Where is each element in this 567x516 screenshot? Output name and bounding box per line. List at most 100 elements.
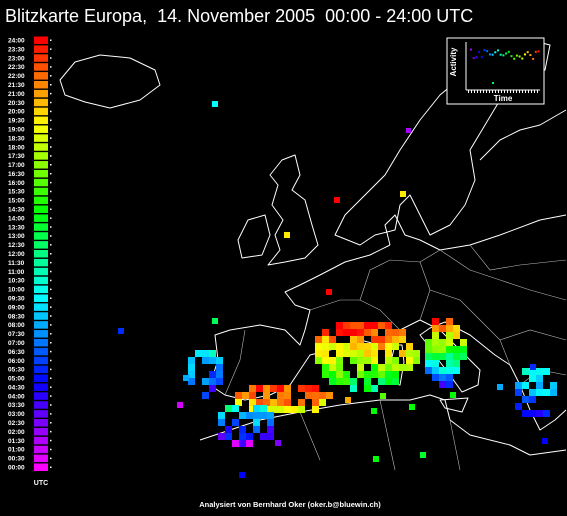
strike [371, 322, 378, 329]
legend-label: 06:00 [8, 358, 25, 365]
activity-tick [492, 90, 493, 93]
legend-swatch [34, 330, 48, 338]
strike [392, 343, 399, 350]
strike [329, 364, 336, 371]
strike [336, 343, 343, 350]
strike [550, 389, 557, 396]
activity-tick [513, 90, 514, 93]
strike [371, 350, 378, 357]
activity-dot [510, 55, 513, 58]
legend-label: 16:00 [8, 180, 25, 187]
strike [235, 399, 242, 406]
legend-swatch [34, 45, 48, 53]
strike [453, 360, 460, 367]
strike [446, 353, 453, 360]
activity-dot [475, 56, 478, 59]
strike [371, 371, 378, 378]
legend-swatch [34, 107, 48, 116]
strike [439, 367, 446, 374]
legend-label: 06:30 [8, 349, 25, 356]
legend-label: 11:30 [8, 260, 25, 267]
legend-label: 01:30 [8, 438, 25, 445]
activity-dot [526, 51, 529, 54]
strike [275, 440, 281, 446]
legend-tick [50, 128, 52, 130]
strike [350, 378, 357, 385]
strike [260, 433, 267, 440]
legend-swatch [34, 410, 48, 418]
strike [385, 371, 392, 378]
activity-tick [471, 90, 472, 93]
strike [246, 412, 253, 419]
legend-swatch [34, 338, 48, 347]
activity-tick [519, 90, 520, 93]
legend-swatch [34, 98, 48, 107]
legend-swatch [34, 427, 48, 436]
strike [371, 329, 378, 336]
strike [188, 357, 195, 364]
legend-tick [50, 146, 52, 148]
legend-label: 17:30 [8, 153, 25, 160]
legend-swatch [34, 365, 48, 374]
strike [542, 438, 548, 444]
legend-label: 18:30 [8, 135, 25, 142]
legend-tick [50, 457, 52, 460]
strike [536, 410, 543, 417]
strike [385, 357, 392, 364]
strike [305, 392, 312, 399]
title: Blitzkarte Europa, 14. November 2005 00:… [5, 6, 473, 26]
strike [364, 357, 371, 364]
strike [357, 336, 364, 343]
strike [529, 396, 536, 403]
legend-label: 20:00 [8, 109, 25, 116]
legend-tick [50, 217, 52, 219]
strike [336, 378, 343, 385]
strike [392, 371, 399, 378]
activity-dot [507, 50, 510, 53]
legend-swatch [34, 445, 48, 454]
legend-swatch [34, 36, 48, 44]
legend-label: 22:00 [8, 73, 25, 80]
strike [529, 389, 536, 396]
strike [409, 404, 415, 410]
strike [209, 378, 216, 385]
legend-tick [50, 244, 52, 246]
strike [536, 382, 543, 389]
strike [326, 392, 333, 399]
activity-dot [486, 50, 489, 53]
strike [522, 382, 529, 389]
strike [432, 367, 439, 374]
strike [439, 325, 446, 332]
strike [336, 371, 343, 378]
legend-swatch [34, 374, 48, 383]
strike [336, 329, 343, 336]
strike [336, 322, 343, 329]
legend-swatch [34, 285, 48, 294]
lightning-strikes [118, 101, 557, 478]
strike [202, 392, 209, 399]
legend-swatch [34, 205, 48, 214]
legend-swatch [34, 134, 48, 142]
activity-dot [534, 50, 537, 53]
strike [425, 339, 432, 346]
strike [460, 339, 467, 346]
strike [260, 412, 267, 419]
strike [392, 329, 399, 336]
strike [218, 419, 225, 426]
activity-tick [507, 90, 508, 93]
strike [432, 353, 439, 360]
legend-tick [50, 368, 52, 371]
activity-dot [532, 57, 535, 60]
strike [371, 336, 378, 343]
legend-tick [50, 181, 52, 184]
strike [277, 385, 284, 392]
strike [392, 378, 399, 385]
strike [385, 378, 392, 385]
legend-label: 12:30 [8, 242, 25, 249]
strike [343, 378, 350, 385]
strike [322, 336, 329, 343]
strike [380, 393, 386, 399]
strike [439, 339, 446, 346]
activity-tick [525, 90, 526, 93]
